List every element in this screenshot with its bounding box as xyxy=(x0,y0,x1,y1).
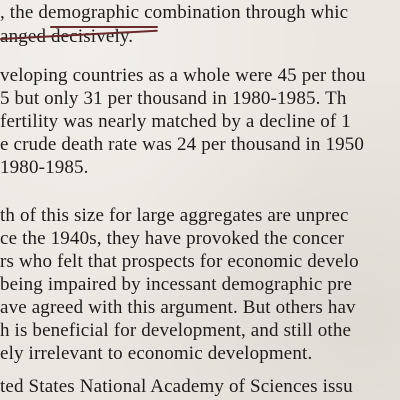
text-line-3: veloping countries as a whole were 45 pe… xyxy=(0,65,366,86)
text-line-13: h is beneficial for development, and sti… xyxy=(0,320,352,341)
text-line-4: 5 but only 31 per thousand in 1980-1985.… xyxy=(0,88,347,109)
text-line-9: ce the 1940s, they have provoked the con… xyxy=(0,228,345,249)
text-line-11: being impaired by incessant demographic … xyxy=(0,274,353,295)
text-line-10: rs who felt that prospects for economic … xyxy=(0,251,359,272)
text-line-12: ave agreed with this argument. But other… xyxy=(0,297,356,318)
pen-underline xyxy=(50,26,158,28)
text-line-15: ted States National Academy of Sciences … xyxy=(0,376,353,397)
text-line-7: 1980-1985. xyxy=(0,157,89,178)
text-line-5: fertility was nearly matched by a declin… xyxy=(0,111,351,132)
text-line-6: e crude death rate was 24 per thousand i… xyxy=(0,134,365,155)
text-line-14: ely irrelevant to economic development. xyxy=(0,343,313,364)
text-line-8: th of this size for large aggregates are… xyxy=(0,205,349,226)
text-line-1: , the demographic combination through wh… xyxy=(0,2,349,23)
